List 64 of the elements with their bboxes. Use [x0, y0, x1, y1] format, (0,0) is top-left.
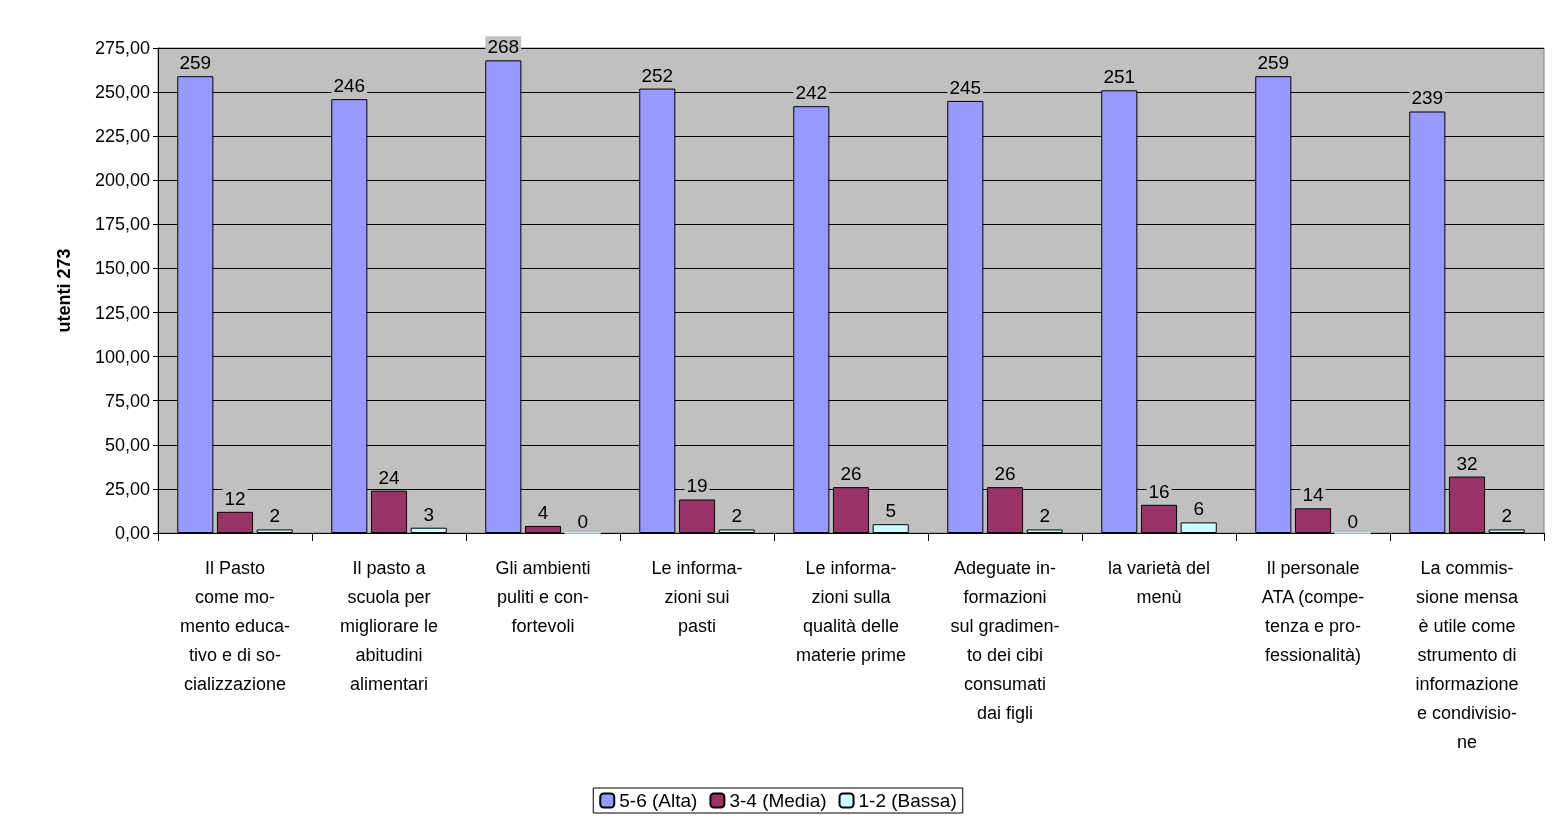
x-tick-label: Il personale ATA (compe- tenza e pro- fessionalità) [1261, 557, 1365, 665]
data-label: 251 [1103, 66, 1136, 88]
bar [1294, 508, 1332, 533]
y-tick-label: 225,00 [94, 126, 150, 147]
bar [524, 525, 562, 533]
x-tick-label: La commis- sione mensa è utile come strumento di informazione e condivisio- ne [1415, 557, 1520, 752]
data-label: 32 [1456, 452, 1478, 474]
x-tick-label: Il Pasto come mo- mento educa- tivo e di so- cializzazione [179, 557, 291, 694]
data-label: 246 [333, 75, 366, 97]
data-label: 259 [1257, 52, 1290, 74]
legend-label: 5-6 (Alta) [619, 790, 698, 811]
x-tick-label: Il pasto a scuola per migliorare le abitudini alimentari [339, 557, 439, 694]
data-label: 5 [885, 500, 896, 522]
data-label: 2 [1039, 505, 1050, 527]
bar [872, 524, 909, 533]
data-label: 0 [577, 510, 588, 532]
y-tick-label: 25,00 [104, 478, 150, 499]
bar [216, 511, 254, 533]
data-label: 242 [795, 82, 828, 104]
data-label: 2 [1501, 505, 1512, 527]
y-tick-label: 200,00 [94, 170, 150, 191]
y-tick-label: 75,00 [104, 390, 150, 411]
data-label: 268 [487, 36, 520, 58]
x-tick-label: Le informa- zioni sui pasti [651, 557, 743, 636]
y-tick-label: 100,00 [94, 346, 150, 367]
data-label: 3 [423, 503, 434, 525]
data-label: 245 [949, 76, 982, 98]
y-tick-label: 275,00 [94, 38, 150, 58]
y-axis-title: utenti 273 [54, 248, 74, 333]
data-label: 19 [686, 475, 708, 497]
data-label: 26 [840, 463, 862, 485]
data-label: 2 [731, 505, 742, 527]
y-tick-label: 175,00 [94, 214, 150, 235]
y-tick-label: 50,00 [104, 434, 150, 455]
y-tick-label: 250,00 [94, 82, 150, 103]
data-label: 2 [269, 505, 280, 527]
bar [1180, 522, 1217, 533]
bar [1026, 529, 1063, 533]
legend-label: 1-2 (Bassa) [858, 790, 957, 811]
bar [718, 529, 755, 533]
y-tick-label: 0,00 [114, 523, 150, 543]
x-tick-label: la varietà del menù [1107, 557, 1211, 607]
data-label: 12 [224, 487, 246, 509]
bar [410, 527, 447, 533]
data-label: 6 [1193, 498, 1204, 520]
data-label: 14 [1302, 484, 1324, 506]
y-tick-label: 150,00 [94, 258, 150, 279]
bar [678, 499, 716, 533]
data-label: 4 [537, 501, 549, 523]
data-label: 0 [1347, 510, 1358, 532]
legend-label: 3-4 (Media) [729, 790, 827, 811]
x-tick-label: Le informa- zioni sulla qualità delle materie prime [795, 557, 907, 665]
data-label: 26 [994, 463, 1016, 485]
data-label: 16 [1148, 480, 1170, 502]
bar [1488, 529, 1525, 533]
y-tick-label: 125,00 [94, 302, 150, 323]
data-label: 252 [641, 64, 674, 86]
x-tick-label: Adeguate in- formazioni sul gradimen- to dei cibi consumati dai figli [950, 557, 1060, 723]
bar [1140, 504, 1178, 533]
data-label: 24 [378, 466, 400, 488]
data-label: 239 [1411, 87, 1444, 109]
x-tick-label: Gli ambienti puliti e con- fortevoli [495, 557, 591, 636]
data-label: 259 [179, 52, 212, 74]
bar [256, 529, 293, 533]
